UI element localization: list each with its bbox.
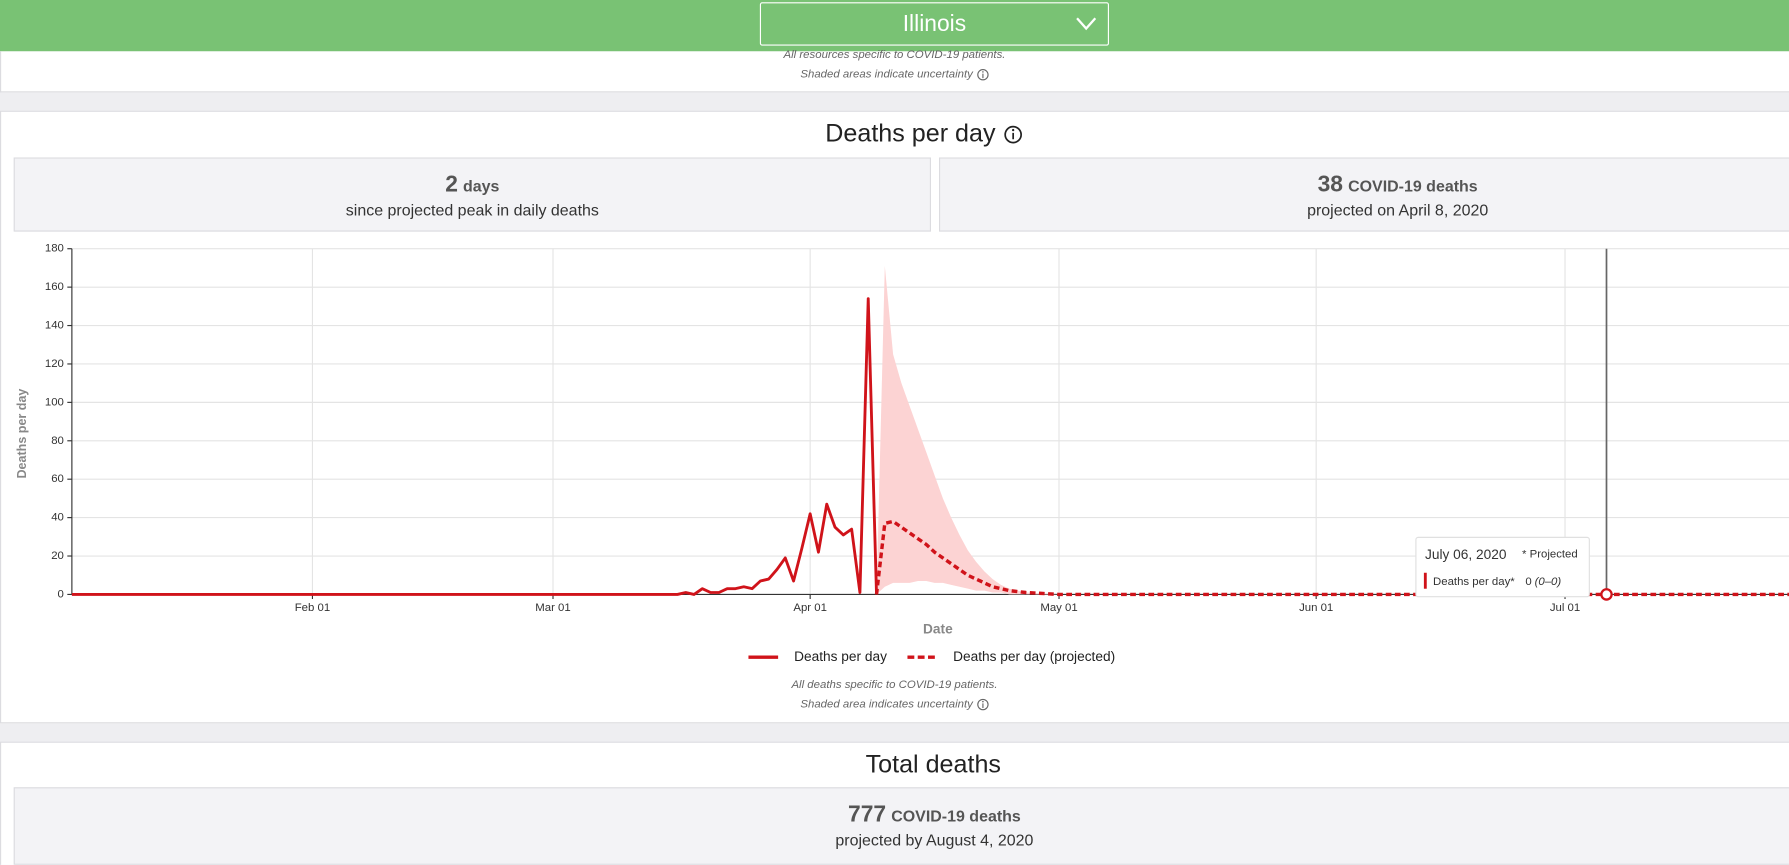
chevron <box>1076 17 1097 31</box>
y-tick-label: 20 <box>51 550 64 562</box>
stat-unit: COVID-19 deaths <box>1348 176 1478 196</box>
stat-number: 777 <box>848 802 887 828</box>
series-line <box>71 297 878 596</box>
stat-caption: projected by August 4, 2020 <box>835 830 1034 849</box>
note-text: Shaded area indicates uncertainty <box>800 698 973 711</box>
y-tick-label: 180 <box>45 243 64 255</box>
uncertainty-band <box>876 266 1060 595</box>
tooltip-date: July 06, 2020 <box>1425 547 1507 562</box>
note: All resources specific to COVID-19 patie… <box>783 49 1006 62</box>
info-icon[interactable] <box>976 698 989 711</box>
state-dropdown[interactable]: Illinois <box>759 2 1109 46</box>
tooltip-box <box>1415 536 1590 598</box>
note: Shaded areas indicate uncertainty <box>0 68 1789 81</box>
x-axis-label: Date <box>923 621 953 636</box>
info-icon[interactable] <box>1002 125 1023 146</box>
y-axis-label: Deaths per day <box>15 389 29 479</box>
info-icon[interactable] <box>976 68 989 81</box>
x-tick-label: May 01 <box>1040 602 1077 614</box>
stat-number: 38 <box>1317 172 1343 198</box>
stat-number: 2 <box>445 172 458 198</box>
y-tick-label: 140 <box>45 320 64 332</box>
tooltip-note: * Projected <box>1522 549 1578 561</box>
x-tick-label: Jun 01 <box>1299 602 1333 614</box>
stat-box: 2 days since projected peak in daily dea… <box>13 157 932 232</box>
section-title: Total deaths <box>865 749 1001 779</box>
tooltip-range: (0–0) <box>1535 576 1562 588</box>
legend-label: Deaths per day <box>794 649 887 664</box>
state-name: Illinois <box>902 11 967 37</box>
y-tick-label: 40 <box>51 512 64 524</box>
note: All deaths specific to COVID-19 patients… <box>791 678 998 692</box>
x-tick-label: Feb 01 <box>295 602 330 614</box>
stat-caption: projected on April 8, 2020 <box>1307 200 1489 220</box>
y-tick-label: 120 <box>45 358 64 370</box>
y-tick-label: 160 <box>45 281 64 293</box>
stat-caption: since projected peak in daily deaths <box>345 200 599 220</box>
stat-unit: days <box>463 176 500 196</box>
legend-label: Deaths per day (projected) <box>953 649 1115 664</box>
chart-title: Deaths per day <box>825 118 996 148</box>
note-text: Shaded areas indicate uncertainty <box>800 68 973 82</box>
series-line <box>874 519 1789 597</box>
stat-box: 777 COVID-19 deaths projected by August … <box>13 787 1789 865</box>
x-tick-label: Jul 01 <box>1550 602 1580 614</box>
resources-card <box>0 51 1789 93</box>
y-tick-label: 60 <box>51 473 64 485</box>
y-tick-label: 0 <box>58 588 64 600</box>
y-tick-label: 100 <box>45 396 64 408</box>
y-tick-label: 80 <box>51 435 64 447</box>
tooltip-label: Deaths per day* <box>1433 576 1515 588</box>
tooltip: July 06, 2020 * Projected Deaths per day* 0… <box>1415 536 1590 598</box>
tooltip-value: 0 <box>1525 576 1531 588</box>
stat-box: 38 COVID-19 deaths projected on April 8,… <box>938 157 1789 232</box>
header-bar <box>0 0 1789 52</box>
stat-unit: COVID-19 deaths <box>891 806 1021 825</box>
tooltip-swatch <box>1423 572 1427 589</box>
hover-point <box>1600 588 1613 601</box>
x-tick-label: Mar 01 <box>535 602 570 614</box>
x-tick-label: Apr 01 <box>793 602 827 614</box>
note: Shaded area indicates uncertainty <box>0 698 1789 711</box>
section-title: Deaths per day <box>0 119 1789 149</box>
